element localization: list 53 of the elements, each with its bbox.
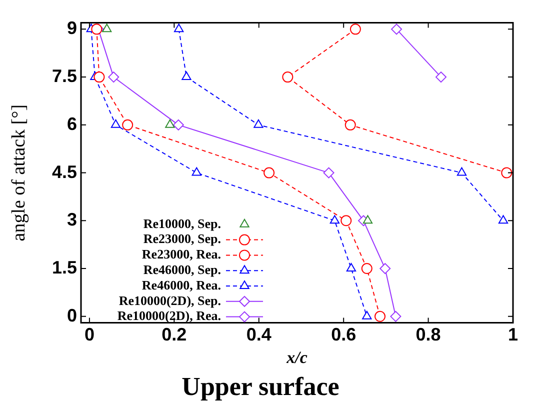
point — [391, 24, 402, 35]
point — [361, 263, 372, 274]
point — [501, 167, 512, 178]
y-tick-label: 4.5 — [52, 162, 77, 182]
x-tick-label: 0.8 — [416, 324, 441, 345]
point — [346, 263, 356, 272]
point — [330, 215, 340, 224]
point — [94, 72, 105, 83]
point — [344, 119, 356, 130]
y-axis-title: angle of attack [°] — [8, 104, 30, 242]
point — [362, 215, 373, 224]
legend-label: Re46000, Sep. — [143, 262, 221, 277]
point — [362, 310, 372, 320]
point — [102, 24, 112, 32]
point — [122, 119, 134, 130]
point — [165, 119, 175, 128]
x-tick-label: 1 — [508, 324, 518, 345]
text: Upper surface — [182, 372, 340, 402]
point — [380, 263, 391, 274]
point — [192, 167, 202, 176]
y-tick-label: 7.5 — [52, 66, 77, 86]
x-axis-title: x/c — [286, 348, 308, 367]
point — [323, 167, 334, 178]
point — [436, 72, 446, 83]
point — [182, 72, 192, 80]
x-tick-label: 0.6 — [331, 324, 356, 345]
point — [282, 72, 294, 83]
x-tick-label: 0.4 — [246, 324, 272, 345]
point — [254, 119, 264, 128]
y-tick-label: 6 — [66, 114, 77, 134]
x-tick-label: 0.2 — [162, 324, 187, 345]
y-tick-label: 9 — [66, 18, 77, 38]
point — [108, 72, 120, 83]
point — [350, 24, 361, 35]
point — [374, 310, 386, 322]
y-tick-label: 1.5 — [52, 258, 77, 278]
point — [340, 215, 352, 226]
point — [110, 119, 121, 128]
x-tick-label: 0 — [84, 324, 94, 345]
legend-label: Re23000, Rea. — [142, 246, 221, 262]
point — [264, 167, 275, 178]
legend-label: Re46000, Rea. — [142, 277, 221, 292]
point — [174, 24, 184, 32]
legend-label: Re10000(2D), Sep. — [118, 292, 221, 308]
point — [172, 119, 184, 130]
legend-label: Re10000(2D), Rea. — [117, 308, 221, 324]
legend-label: Re10000, Sep. — [143, 216, 221, 231]
legend-label: Re23000, Sep. — [143, 231, 221, 246]
y-tick-label: 0 — [66, 305, 77, 326]
y-tick-label: 3 — [66, 210, 77, 230]
point — [456, 167, 467, 176]
point — [390, 310, 402, 322]
point — [498, 215, 508, 224]
